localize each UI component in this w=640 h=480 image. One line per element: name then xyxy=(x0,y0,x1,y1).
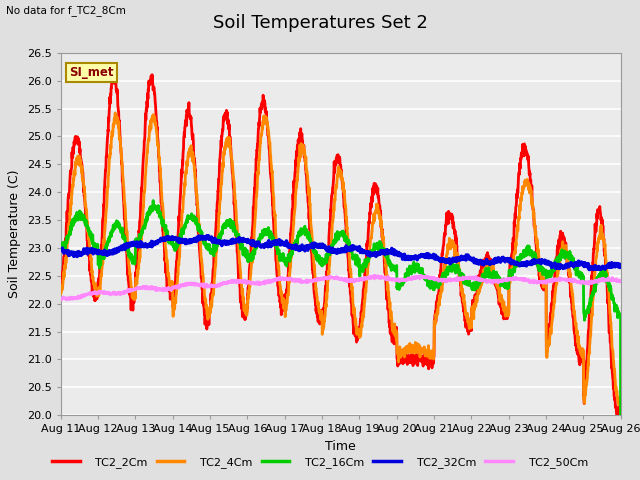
Legend:   TC2_2Cm,   TC2_4Cm,   TC2_16Cm,   TC2_32Cm,   TC2_50Cm: TC2_2Cm, TC2_4Cm, TC2_16Cm, TC2_32Cm, TC… xyxy=(47,452,593,472)
Text: Soil Temperatures Set 2: Soil Temperatures Set 2 xyxy=(212,14,428,33)
Text: No data for f_TC2_8Cm: No data for f_TC2_8Cm xyxy=(6,5,126,16)
Y-axis label: Soil Temperature (C): Soil Temperature (C) xyxy=(8,170,21,298)
X-axis label: Time: Time xyxy=(325,440,356,453)
Text: SI_met: SI_met xyxy=(69,66,114,79)
